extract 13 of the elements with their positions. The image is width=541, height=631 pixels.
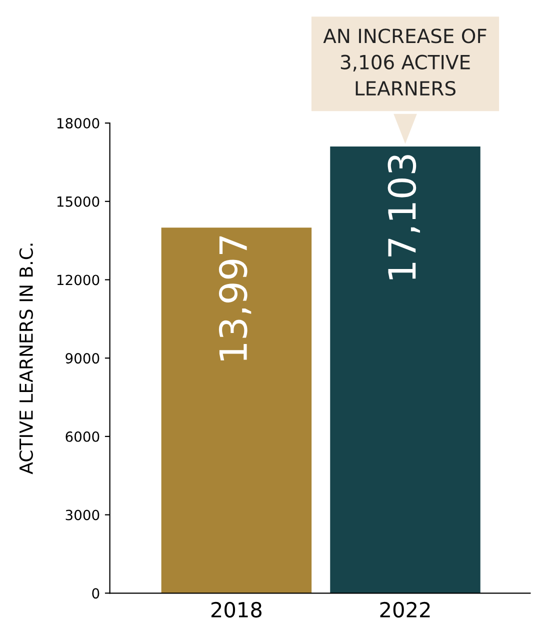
y-tick-label: 18000 xyxy=(57,118,100,129)
x-tick-label: 2018 xyxy=(211,602,262,618)
y-tick-label: 9000 xyxy=(66,353,100,364)
y-tick-label: 6000 xyxy=(66,431,100,442)
y-tick-label: 15000 xyxy=(57,196,100,207)
data-label: 17,103 xyxy=(388,155,420,280)
y-tick-label: 3000 xyxy=(66,510,100,520)
y-tick-label: 0 xyxy=(92,588,100,599)
annotation: AN INCREASE OF 3,106 ACTIVE LEARNERS xyxy=(323,28,486,96)
y-tick-label: 12000 xyxy=(57,274,100,286)
y-axis-title: ACTIVE LEARNERS IN B.C. xyxy=(19,244,33,474)
data-label: 13,997 xyxy=(218,236,252,360)
x-tick-label: 2022 xyxy=(380,602,430,618)
